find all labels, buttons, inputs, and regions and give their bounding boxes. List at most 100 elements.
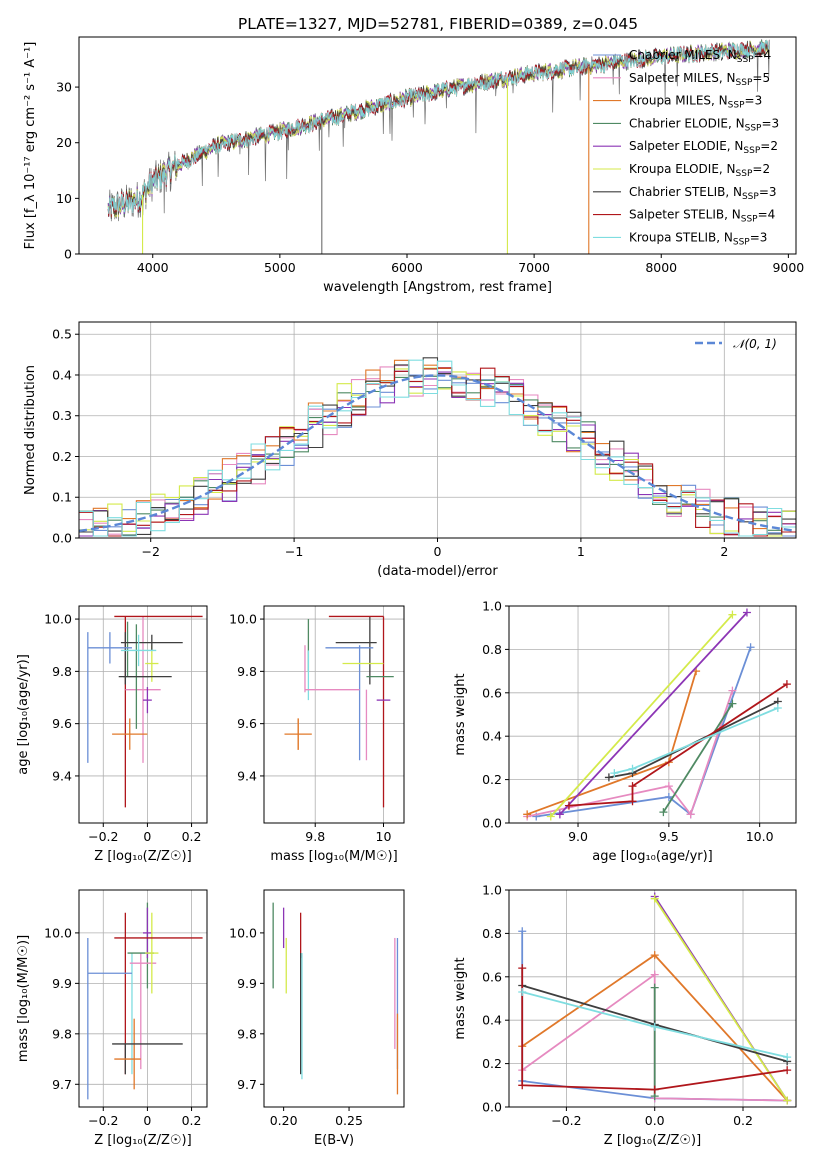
legend-entry: Salpeter MILES, NSSP=5 (629, 71, 770, 88)
spectrum-legend: Chabrier MILES, NSSP=4 Salpeter MILES, NS… (593, 48, 779, 247)
data-point-marker (555, 810, 564, 819)
y-tick-label: 0.2 (52, 449, 72, 464)
plot-area (87, 902, 203, 1100)
x-tick-label: 9.0 (568, 829, 588, 844)
x-tick-label: 9000 (772, 260, 804, 275)
data-point-marker (686, 810, 695, 819)
age-vs-metallicity-panel: −0.2 0 0.2 9.4 9.6 9.8 10.0 Z [log₁₀(Z/Z☉)] age … (16, 605, 208, 864)
y-axis-label: mass [log₁₀(M/M☉)] (16, 935, 31, 1062)
x-tick-label: −0.2 (88, 829, 118, 844)
y-tick-label: 0.0 (52, 531, 72, 546)
legend-entry: Kroupa MILES, NSSP=3 (629, 94, 762, 111)
plot-area (523, 608, 791, 821)
x-tick-label: 2 (720, 544, 728, 559)
plot-area (107, 39, 770, 254)
residual-legend: 𝒩(0, 1) (695, 337, 777, 351)
y-tick-label: 0.1 (52, 490, 72, 505)
x-axis-label: (data-model)/error (377, 564, 498, 579)
y-tick-label: 30 (56, 80, 72, 95)
x-tick-label: 9.8 (305, 829, 325, 844)
y-tick-label: 9.9 (237, 976, 257, 991)
legend-entry: Chabrier ELODIE, NSSP=3 (629, 116, 779, 133)
y-tick-label: 10.0 (229, 925, 257, 940)
y-tick-label: 9.8 (237, 1026, 257, 1041)
legend-entry: Salpeter ELODIE, NSSP=2 (629, 139, 778, 156)
legend-entry: 𝒩(0, 1) (733, 337, 777, 351)
mass-weight-line-salpeter_elodie (559, 611, 748, 815)
y-tick-label: 1.0 (482, 883, 502, 898)
y-tick-label: 9.7 (237, 1077, 257, 1092)
x-axis-label: Z [log₁₀(Z/Z☉)] (604, 1133, 701, 1148)
axes-frame (508, 605, 797, 824)
data-point-marker (628, 764, 637, 773)
y-tick-label: 10 (56, 191, 72, 206)
data-point-marker (659, 808, 668, 817)
mass-weight-vs-metallicity-panel: −0.2 0.0 0.2 0.0 0.2 0.4 0.6 0.8 1.0 Z [log₁₀(Z/Z… (453, 883, 797, 1148)
y-tick-label: 20 (56, 135, 72, 150)
normal-distribution-curve (79, 374, 796, 533)
legend-entry: Chabrier MILES, NSSP=4 (629, 48, 771, 65)
mass-vs-metallicity-panel: −0.2 0 0.2 9.7 9.8 9.9 10.0 Z [log₁₀(Z/Z☉)] mass… (16, 889, 208, 1148)
x-tick-label: −2 (141, 544, 159, 559)
y-axis-label: Flux [f_λ 10⁻¹⁷ erg cm⁻² s⁻¹ A⁻¹] (23, 42, 38, 250)
residual-histogram-panel: −2 −1 0 1 2 0.0 0.1 0.2 0.3 0.4 0.5 (data-model)/er… (23, 321, 797, 579)
data-point-marker (650, 983, 659, 992)
x-tick-label: 0 (434, 544, 442, 559)
data-point-marker (650, 894, 659, 903)
x-tick-label: 4000 (137, 260, 169, 275)
data-point-marker (650, 1022, 659, 1031)
data-point-marker (650, 1085, 659, 1094)
y-tick-label: 9.4 (52, 768, 72, 783)
axes-frame (78, 889, 208, 1108)
data-point-marker (650, 951, 659, 960)
data-point-marker (628, 782, 637, 791)
x-tick-label: 0.2 (182, 829, 202, 844)
x-tick-label: 8000 (645, 260, 677, 275)
y-axis-label: mass weight (453, 957, 468, 1039)
x-axis-label: Z [log₁₀(Z/Z☉)] (94, 849, 191, 864)
spectrum-panel: 4000 5000 6000 7000 8000 9000 0 10 20 30 wavelengt… (23, 36, 804, 295)
legend-entry: Kroupa STELIB, NSSP=3 (629, 230, 767, 247)
x-tick-label: 0.2 (182, 1113, 202, 1128)
mass-weight-line-kroupa_elodie (653, 898, 788, 1101)
x-axis-label: mass [log₁₀(M/M☉)] (270, 849, 397, 864)
age-vs-mass-panel: 9.8 10 9.4 9.6 9.8 10.0 mass [log₁₀(M/M☉)] (229, 605, 405, 864)
plot-area (87, 615, 203, 808)
y-tick-label: 10.0 (44, 925, 72, 940)
data-point-marker (783, 1096, 792, 1105)
mass-vs-ebv-panel: 0.20 0.25 9.7 9.8 9.9 10.0 E(B-V) (229, 889, 405, 1148)
legend-entry: Salpeter STELIB, NSSP=4 (629, 208, 775, 225)
x-tick-label: −0.2 (88, 1113, 118, 1128)
x-tick-label: 10.0 (746, 829, 774, 844)
y-axis-label: Normed distribution (23, 365, 38, 495)
data-point-marker (728, 686, 737, 695)
model-spectrum-kroupa_stelib (107, 39, 770, 215)
plot-area (79, 357, 796, 537)
data-point-marker (664, 782, 673, 791)
legend-entry: Kroupa ELODIE, NSSP=2 (629, 162, 770, 179)
x-axis-label: age [log₁₀(age/yr)] (592, 849, 713, 864)
data-point-marker (518, 987, 527, 996)
plot-area (272, 902, 399, 1095)
data-point-marker (564, 801, 573, 810)
x-tick-label: 1 (577, 544, 585, 559)
y-axis-label: age [log₁₀(age/yr)] (16, 654, 31, 775)
y-tick-label: 0.2 (482, 772, 502, 787)
y-tick-label: 1.0 (482, 599, 502, 614)
x-tick-label: 0.2 (733, 1113, 753, 1128)
y-tick-label: 9.8 (52, 1026, 72, 1041)
data-point-marker (664, 792, 673, 801)
y-tick-label: 10.0 (229, 612, 257, 627)
x-axis-label: wavelength [Angstrom, rest frame] (323, 280, 552, 295)
data-point-marker (628, 797, 637, 806)
data-point-marker (746, 643, 755, 652)
y-tick-label: 0.5 (52, 327, 72, 342)
data-point-marker (783, 1066, 792, 1075)
data-point-marker (518, 927, 527, 936)
axes-frame (508, 889, 797, 1108)
axes-frame (78, 36, 797, 255)
data-point-marker (773, 703, 782, 712)
histogram-kroupa_stelib (79, 359, 796, 537)
data-point-marker (604, 773, 613, 782)
y-tick-label: 9.8 (237, 664, 257, 679)
